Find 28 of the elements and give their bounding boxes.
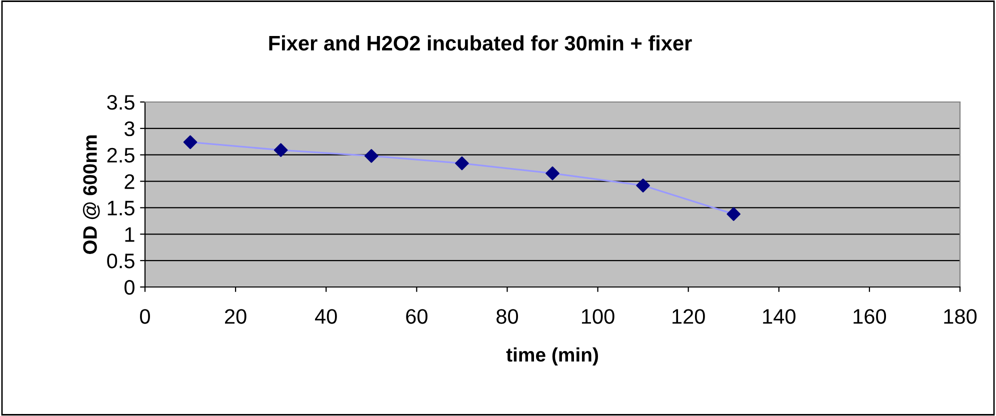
y-tick-label: 3.5: [107, 95, 134, 110]
x-tick-label: 140: [763, 309, 796, 324]
chart-title: Fixer and H2O2 incubated for 30min + fixer: [269, 35, 692, 51]
x-axis-title: time (min): [506, 347, 598, 366]
x-tick-label: 160: [854, 309, 886, 324]
point: [274, 143, 288, 158]
point: [636, 178, 650, 192]
point: [455, 156, 469, 170]
point: [183, 135, 198, 150]
x-tick-label: 180: [944, 309, 977, 324]
x-tick-label: 120: [672, 309, 705, 324]
x-tick-label: 0: [140, 309, 150, 324]
y-tick-label: 0.5: [107, 254, 134, 268]
y-tick-label: 1: [125, 227, 134, 242]
point: [546, 166, 560, 180]
x-tick-label: 40: [315, 309, 337, 324]
y-tick-label: 1.5: [108, 200, 134, 216]
x-tick-label: 80: [496, 309, 518, 324]
y-tick-label: 0: [124, 280, 134, 295]
point: [364, 149, 378, 163]
y-tick-label: 2: [124, 174, 134, 189]
y-axis-title: OD @ 600nm: [82, 135, 100, 254]
point: [726, 207, 741, 221]
y-tick-label: 2.5: [107, 148, 134, 163]
x-tick-label: 60: [406, 309, 428, 324]
x-tick-label: 100: [582, 309, 614, 324]
x-tick-label: 20: [225, 309, 246, 324]
y-tick-label: 3: [124, 121, 134, 136]
